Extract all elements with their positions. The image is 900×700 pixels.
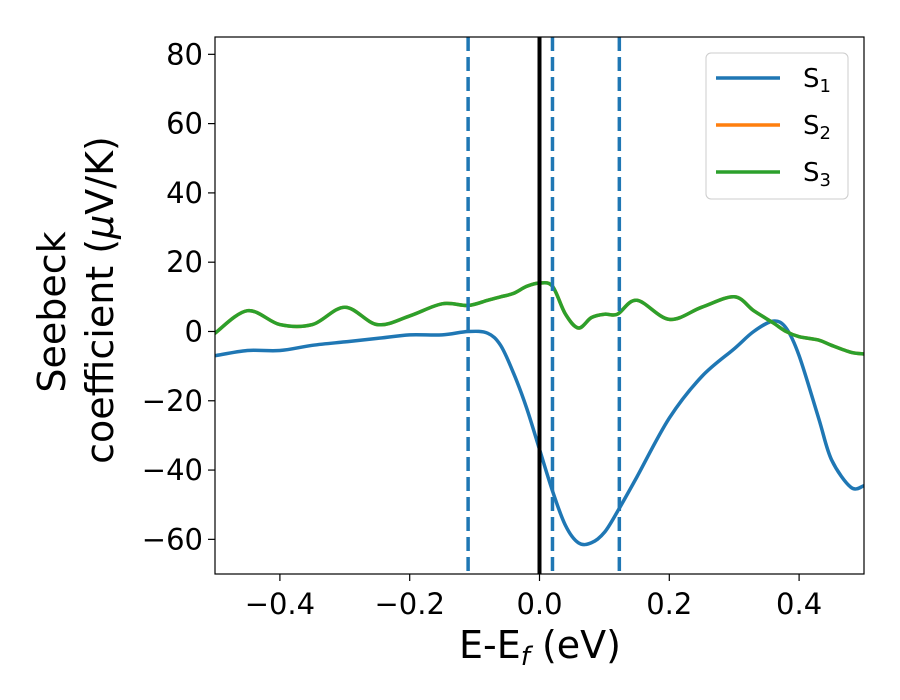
y-tick-label: 20	[166, 245, 203, 279]
y-axis-title: Seebeck coefficient (μV/K)	[30, 136, 122, 464]
x-tick-label: 0.4	[776, 587, 822, 621]
legend: S1 S2 S3	[705, 52, 849, 200]
y-tick-label: 80	[166, 37, 203, 71]
x-axis-title-main: E-E	[459, 623, 521, 667]
y-tick-label: 40	[166, 176, 203, 210]
y-axis-title-mu: μ	[78, 215, 122, 240]
y-axis-title-line2: coefficient (μV/K)	[78, 136, 122, 464]
x-tick-label: −0.4	[245, 587, 315, 621]
x-tick-label: −0.2	[374, 587, 444, 621]
x-tick-label: 0.2	[646, 587, 692, 621]
y-tick-label: −40	[142, 453, 203, 487]
y-tick-label: 0	[185, 314, 203, 348]
series-line-s1	[215, 319, 864, 547]
y-tick-label: −20	[142, 384, 203, 418]
y-tick-label: −60	[142, 522, 203, 556]
series-line-s3	[215, 280, 864, 356]
x-axis-title-unit: (eV)	[530, 623, 621, 667]
plot-area	[215, 37, 864, 574]
x-tick-label: 0.0	[516, 587, 562, 621]
tick-marks: −0.4 −0.2 0.0 0.2 0.4 −60 −40 −20 0 20 40 60 80	[142, 37, 822, 621]
legend-label-s3: S3	[803, 158, 831, 191]
legend-label-s1: S1	[803, 64, 831, 97]
y-axis-title-line1: Seebeck	[30, 231, 74, 392]
legend-label-s2: S2	[803, 111, 831, 144]
x-axis-title: E-Ef (eV)	[459, 623, 621, 672]
y-tick-label: 60	[166, 107, 203, 141]
